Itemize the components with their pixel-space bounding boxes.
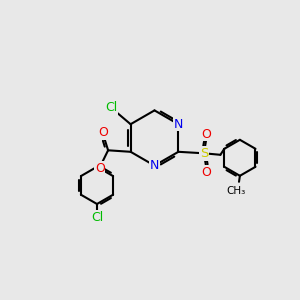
Text: N: N [150,159,159,172]
Text: O: O [95,162,105,175]
Text: O: O [99,126,109,139]
Text: Cl: Cl [91,211,103,224]
Text: CH₃: CH₃ [226,186,246,196]
Text: Cl: Cl [105,101,117,114]
Text: O: O [201,128,211,141]
Text: S: S [200,147,208,160]
Text: O: O [201,166,211,179]
Text: N: N [174,118,183,131]
